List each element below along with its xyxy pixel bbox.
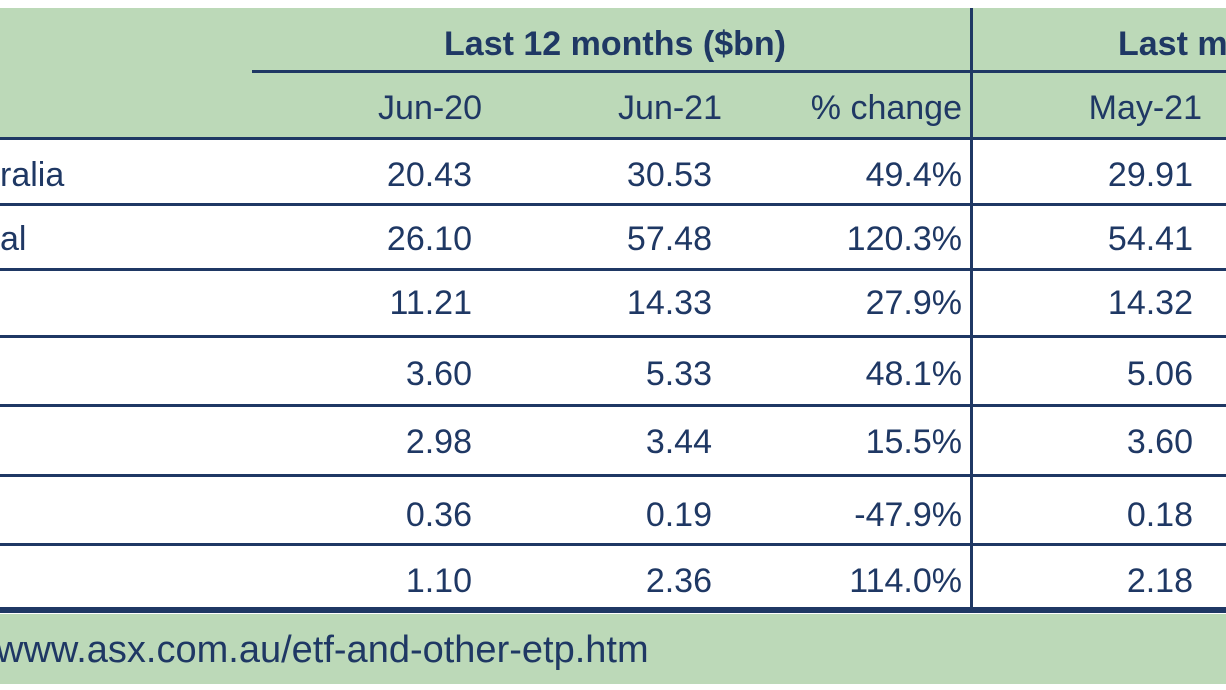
row-separator-1 bbox=[0, 203, 1226, 206]
row-6-jun21: 0.19 bbox=[645, 496, 712, 534]
row-7-jun21: 2.36 bbox=[645, 562, 712, 600]
row-3-change: 27.9% bbox=[865, 284, 962, 322]
table-header-band bbox=[0, 8, 1226, 138]
row-separator-3 bbox=[0, 335, 1226, 338]
group-title-last-month: Last m bbox=[1118, 25, 1226, 63]
group-title-last-12-months: Last 12 months ($bn) bbox=[444, 25, 786, 63]
row-separator-6 bbox=[0, 543, 1226, 546]
row-5-may21: 3.60 bbox=[1126, 423, 1193, 461]
group-title-underline bbox=[252, 70, 1226, 73]
row-1-change: 49.4% bbox=[865, 156, 962, 194]
row-separator-5 bbox=[0, 474, 1226, 477]
row-7-jun20: 1.10 bbox=[405, 562, 472, 600]
source-url-text: www.asx.com.au/etf-and-other-etp.htm bbox=[0, 629, 649, 671]
row-separator-2 bbox=[0, 268, 1226, 271]
row-4-jun21: 5.33 bbox=[645, 355, 712, 393]
row-1-may21: 29.91 bbox=[1107, 156, 1193, 194]
row-4-jun20: 3.60 bbox=[405, 355, 472, 393]
column-header-may21: May-21 bbox=[1088, 89, 1202, 127]
row-2-change: 120.3% bbox=[846, 220, 962, 258]
table-bottom-border bbox=[0, 607, 1226, 613]
row-4-may21: 5.06 bbox=[1126, 355, 1193, 393]
row-4-change: 48.1% bbox=[865, 355, 962, 393]
row-2-jun20: 26.10 bbox=[386, 220, 472, 258]
row-6-may21: 0.18 bbox=[1126, 496, 1193, 534]
row-2-may21: 54.41 bbox=[1107, 220, 1193, 258]
row-6-jun20: 0.36 bbox=[405, 496, 472, 534]
row-5-jun20: 2.98 bbox=[405, 423, 472, 461]
column-header-jun20: Jun-20 bbox=[378, 89, 482, 127]
row-3-jun21: 14.33 bbox=[626, 284, 712, 322]
row-3-may21: 14.32 bbox=[1107, 284, 1193, 322]
row-7-may21: 2.18 bbox=[1126, 562, 1193, 600]
row-7-change: 114.0% bbox=[849, 562, 962, 600]
group-divider bbox=[970, 8, 973, 610]
source-footer-band bbox=[0, 614, 1226, 684]
row-6-change: -47.9% bbox=[854, 496, 962, 534]
row-1-label: ralia bbox=[0, 156, 65, 194]
header-bottom-border bbox=[0, 137, 1226, 140]
row-5-jun21: 3.44 bbox=[645, 423, 712, 461]
row-2-jun21: 57.48 bbox=[626, 220, 712, 258]
column-header-jun21: Jun-21 bbox=[618, 89, 722, 127]
row-2-label: al bbox=[0, 220, 27, 258]
row-1-jun21: 30.53 bbox=[626, 156, 712, 194]
column-header-pct-change: % change bbox=[810, 89, 962, 127]
row-3-jun20: 11.21 bbox=[389, 284, 472, 322]
row-5-change: 15.5% bbox=[865, 423, 962, 461]
row-separator-4 bbox=[0, 404, 1226, 407]
row-1-jun20: 20.43 bbox=[386, 156, 472, 194]
